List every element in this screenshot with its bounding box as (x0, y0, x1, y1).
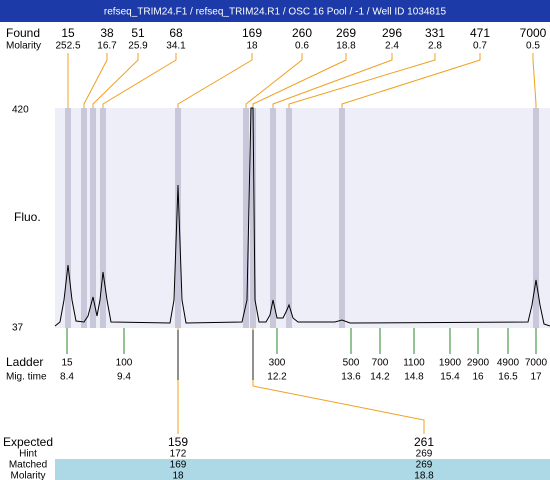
mig-time-value: 14.2 (370, 372, 390, 383)
peak-band (90, 108, 96, 328)
connector (245, 53, 303, 108)
connector (288, 53, 436, 108)
found-value: 331 (425, 26, 445, 40)
peak-band (533, 108, 539, 328)
mig-time-value: 15.4 (440, 372, 460, 383)
molarity-value: 252.5 (55, 41, 80, 52)
found-value: 15 (61, 26, 75, 40)
connector (102, 53, 177, 108)
connector (532, 53, 537, 108)
ladder-value: 1100 (403, 358, 425, 369)
mig-time-value: 16.5 (498, 372, 518, 383)
molarity-value: 34.1 (166, 41, 186, 52)
molarity-value: 2.4 (385, 41, 399, 52)
molarity-value: 18 (246, 41, 258, 52)
found-value: 471 (470, 26, 490, 40)
expected-value: 159 (168, 435, 188, 449)
found-value: 169 (242, 26, 262, 40)
peak-band (175, 108, 181, 328)
hint-value: 269 (416, 449, 433, 460)
molarity-value: 16.7 (97, 41, 117, 52)
peak-band (100, 108, 106, 328)
peak-band (243, 108, 249, 328)
mig-time-value: 8.4 (60, 372, 74, 383)
ladder-value: 700 (372, 358, 389, 369)
y-max-label: 420 (12, 105, 29, 116)
molarity-value: 0.6 (295, 41, 309, 52)
connector (252, 53, 347, 108)
expected-value: 261 (414, 435, 434, 449)
ladder-value: 1900 (439, 358, 462, 369)
expected-label: Expected (3, 435, 53, 449)
title-bar (0, 0, 550, 22)
peak-band (250, 108, 256, 328)
y-axis-label: Fluo. (14, 210, 41, 224)
matched-value: 169 (170, 460, 187, 471)
found-label: Found (6, 26, 40, 40)
trace (54, 107, 550, 327)
peak-band (270, 108, 276, 328)
ladder-value: 300 (269, 358, 286, 369)
ladder-value: 500 (343, 358, 360, 369)
mig-time-value: 9.4 (117, 372, 131, 383)
mig-time-value: 14.8 (404, 372, 424, 383)
hint-value: 172 (170, 449, 187, 460)
found-value: 7000 (520, 26, 547, 40)
connector (92, 53, 139, 108)
found-value: 38 (100, 26, 114, 40)
ladder-value: 2900 (467, 358, 490, 369)
mig-time-value: 17 (530, 372, 542, 383)
mig-time-label: Mig. time (6, 372, 47, 383)
mig-time-value: 12.2 (267, 372, 287, 383)
molarity-value: 0.5 (526, 41, 540, 52)
matched-molarity-value: 18.8 (414, 471, 434, 480)
peak-band (81, 108, 87, 328)
matched-molarity-label: Molarity (10, 471, 45, 480)
found-value: 51 (131, 26, 145, 40)
title: refseq_TRIM24.F1 / refseq_TRIM24.R1 / OS… (104, 7, 447, 18)
mig-time-value: 16 (472, 372, 484, 383)
found-value: 296 (382, 26, 402, 40)
molarity-value: 18.8 (336, 41, 356, 52)
ladder-label: Ladder (6, 355, 43, 369)
connector (177, 53, 253, 108)
molarity-label: Molarity (6, 41, 41, 52)
matched-band (55, 459, 550, 480)
ladder-value: 15 (61, 358, 73, 369)
matched-value: 269 (416, 460, 433, 471)
molarity-value: 2.8 (428, 41, 442, 52)
peak-band (339, 108, 345, 328)
ladder-value: 4900 (497, 358, 520, 369)
plot-area (55, 108, 550, 328)
molarity-value: 25.9 (128, 41, 148, 52)
found-value: 68 (169, 26, 183, 40)
peak-band (286, 108, 292, 328)
molarity-value: 0.7 (473, 41, 487, 52)
hint-label: Hint (19, 449, 37, 460)
mig-time-value: 13.6 (341, 372, 361, 383)
found-value: 269 (336, 26, 356, 40)
connector (83, 53, 108, 108)
connector (272, 53, 393, 108)
ladder-value: 7000 (525, 358, 548, 369)
peak-band (65, 108, 71, 328)
matched-label: Matched (9, 460, 47, 471)
ladder-value: 100 (116, 358, 133, 369)
y-min-label: 37 (12, 323, 24, 334)
found-value: 260 (292, 26, 312, 40)
connector (341, 53, 481, 108)
matched-molarity-value: 18 (172, 471, 184, 480)
